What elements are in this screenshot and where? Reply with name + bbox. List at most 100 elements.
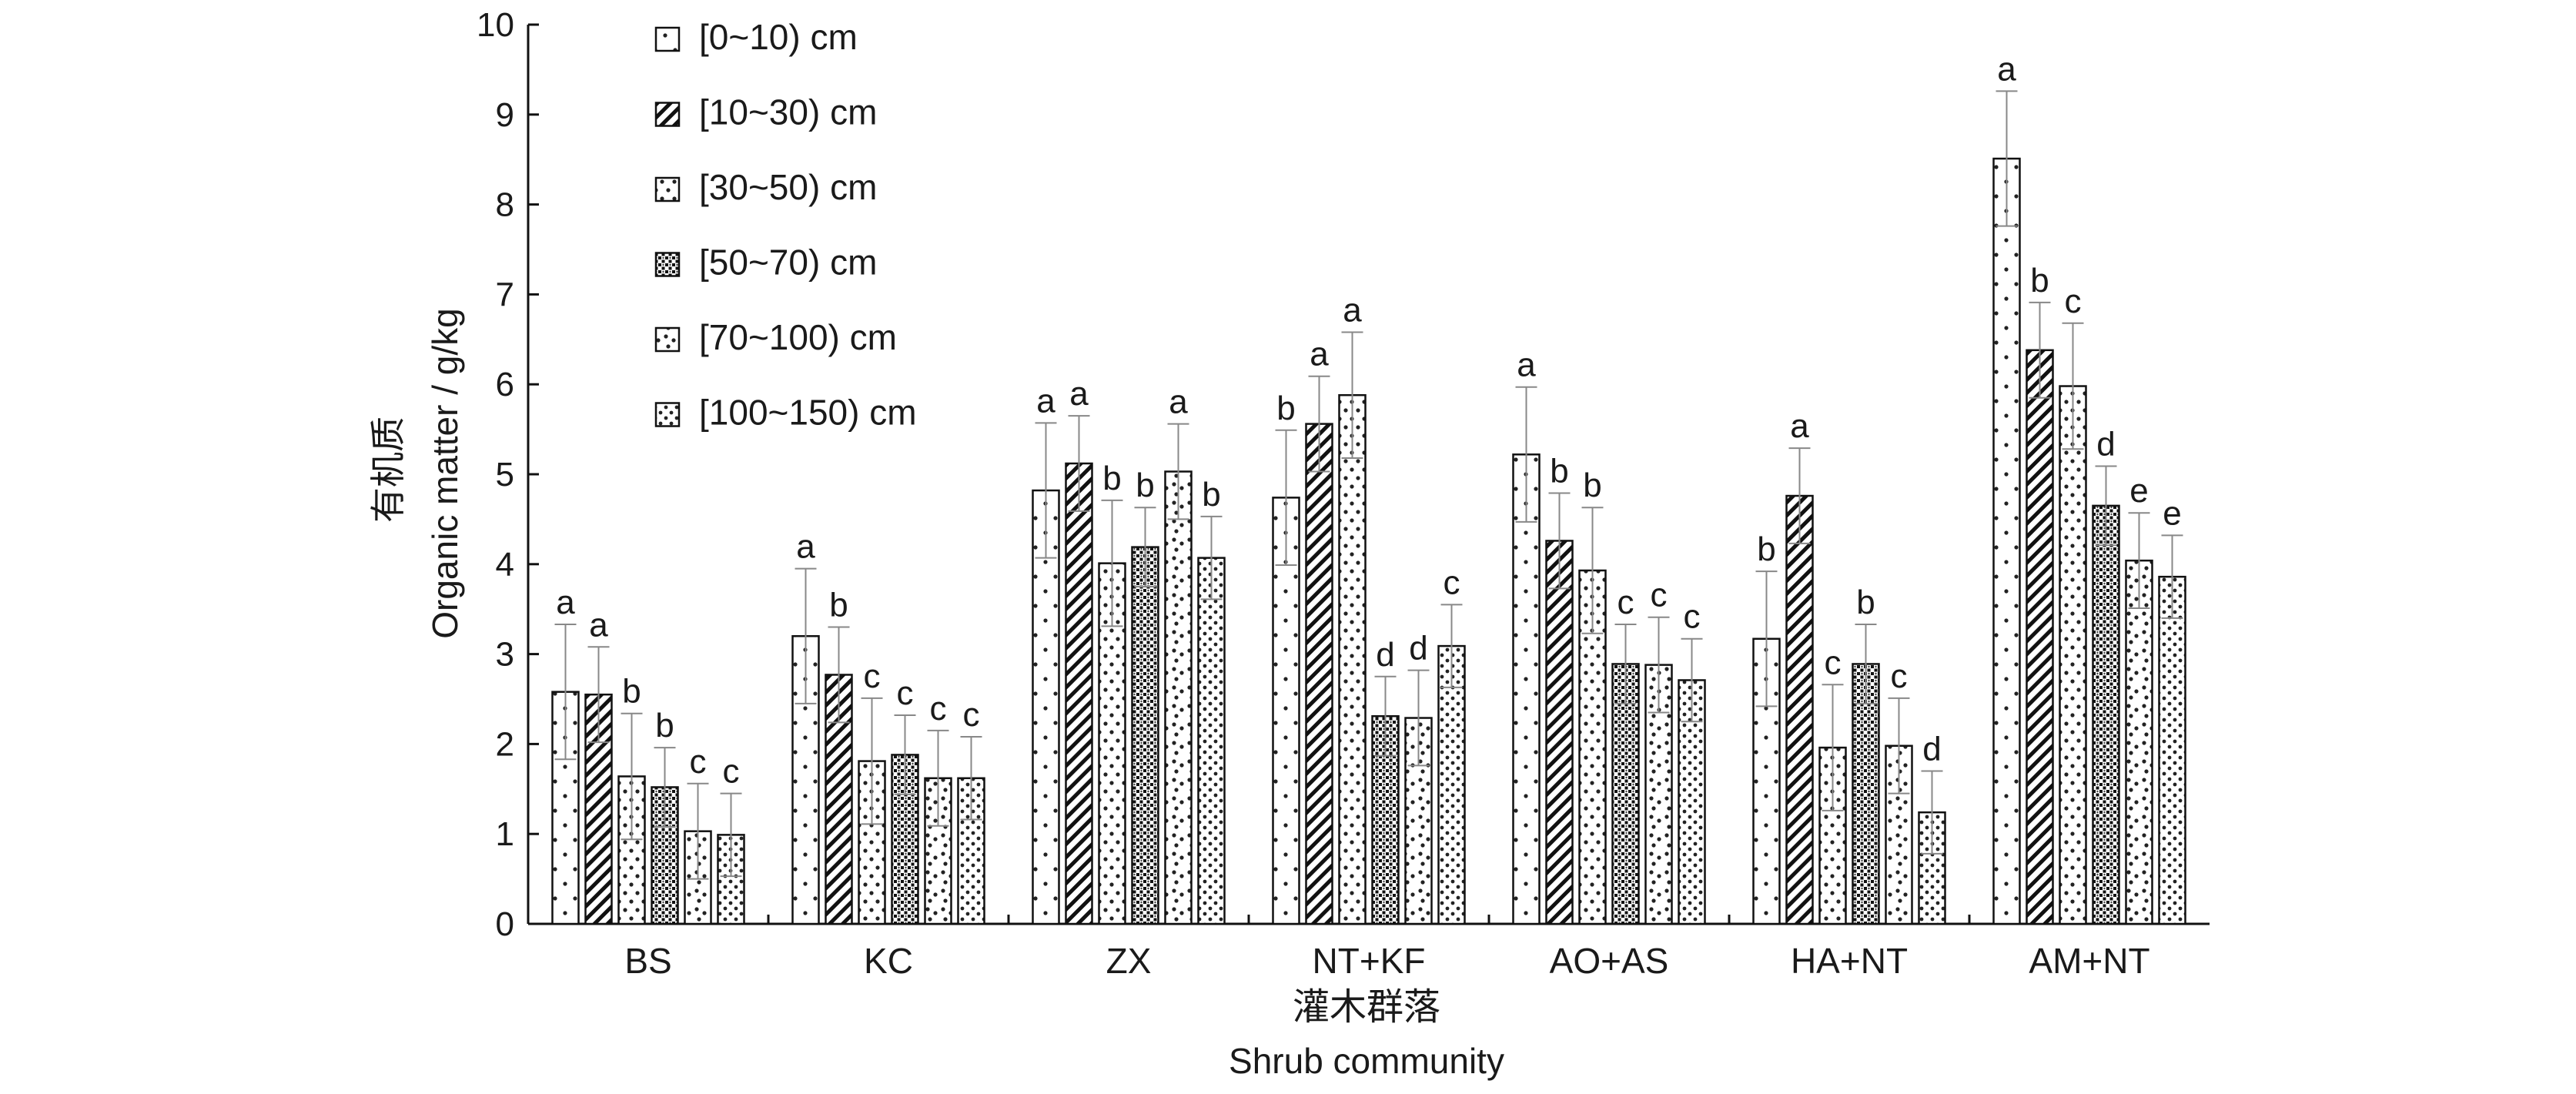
significance-letter: c bbox=[2065, 283, 2082, 320]
significance-letter: d bbox=[1922, 730, 1941, 768]
bar-ha-nt-series-3 bbox=[1852, 663, 1880, 925]
significance-letter: c bbox=[1444, 564, 1460, 601]
significance-letter: b bbox=[622, 673, 641, 711]
bar-nt-kf-series-2 bbox=[1338, 393, 1367, 925]
significance-letter: a bbox=[1069, 375, 1089, 413]
y-tick-label: 1 bbox=[496, 815, 514, 853]
significance-letter: a bbox=[796, 528, 815, 566]
y-axis-label-chinese: 有机质 bbox=[367, 417, 409, 523]
significance-letter: a bbox=[1036, 382, 1055, 420]
legend-label: [50~70) cm bbox=[699, 243, 877, 283]
significance-letter: b bbox=[1757, 530, 1775, 568]
bar-am-nt-series-0 bbox=[1992, 157, 2021, 925]
significance-letter: a bbox=[1169, 383, 1188, 421]
bar-am-nt-series-4 bbox=[2125, 559, 2153, 925]
y-tick-label: 0 bbox=[496, 905, 514, 943]
significance-letter: c bbox=[690, 743, 707, 781]
significance-letter: e bbox=[2163, 494, 2181, 532]
legend-swatch bbox=[654, 326, 681, 353]
y-tick-label: 3 bbox=[496, 636, 514, 674]
bar-nt-kf-series-1 bbox=[1305, 423, 1333, 925]
significance-letter: c bbox=[963, 696, 980, 734]
y-tick-label: 7 bbox=[496, 276, 514, 313]
bar-am-nt-series-1 bbox=[2026, 349, 2054, 925]
legend-swatch bbox=[654, 176, 681, 202]
y-tick-label: 6 bbox=[496, 366, 514, 403]
legend-label: [30~50) cm bbox=[699, 167, 877, 207]
bar-ha-nt-series-1 bbox=[1785, 494, 1814, 925]
axes: 0 1 2 3 4 5 6 7 8 9 10 BS KC ZX NT+KF AO+AS HA+NT AM+NT bbox=[477, 6, 2210, 981]
significance-letter: a bbox=[1790, 407, 1809, 445]
x-tick-label: BS bbox=[624, 941, 671, 981]
x-axis-label: Shrub community bbox=[1229, 1041, 1504, 1081]
significance-letter: b bbox=[1276, 390, 1295, 427]
x-tick-label: ZX bbox=[1106, 941, 1152, 981]
significance-letter: b bbox=[1583, 467, 1601, 504]
x-tick-label: HA+NT bbox=[1791, 941, 1908, 981]
legend: [0~10) cm [10~30) cm [30~50) cm [50~70) cm [… bbox=[654, 17, 917, 433]
significance-letter: b bbox=[655, 707, 674, 744]
significance-letter: a bbox=[1517, 346, 1536, 384]
significance-letter: b bbox=[1856, 584, 1875, 621]
x-axis-label-chinese: 灌木群落 bbox=[1293, 985, 1440, 1029]
significance-letter: a bbox=[1997, 50, 2016, 88]
significance-letter: a bbox=[556, 584, 575, 621]
bar-zx-series-4 bbox=[1164, 470, 1193, 925]
significance-letter: d bbox=[2096, 425, 2115, 463]
legend-label: [100~150) cm bbox=[699, 393, 917, 433]
bar-nt-kf-series-0 bbox=[1272, 497, 1300, 925]
significance-letter: c bbox=[930, 690, 947, 728]
significance-letter: b bbox=[1202, 476, 1220, 514]
x-tick-label: KC bbox=[864, 941, 913, 981]
y-tick-label: 9 bbox=[496, 96, 514, 134]
x-tick-label: AM+NT bbox=[2029, 941, 2149, 981]
significance-letter: d bbox=[1409, 630, 1427, 667]
y-axis-label: Organic matter / g/kg bbox=[425, 308, 465, 639]
legend-swatch bbox=[654, 402, 681, 427]
significance-letter: a bbox=[1310, 336, 1329, 373]
bar-ao-as-series-1 bbox=[1545, 540, 1574, 925]
y-tick-label: 8 bbox=[496, 186, 514, 224]
bar-ao-as-series-3 bbox=[1611, 663, 1640, 925]
bar-am-nt-series-5 bbox=[2158, 575, 2186, 925]
significance-letter: b bbox=[1136, 467, 1154, 504]
significance-letter: c bbox=[864, 657, 881, 695]
significance-letter: a bbox=[1343, 291, 1362, 329]
significance-letter: b bbox=[1550, 453, 1568, 490]
significance-letter: c bbox=[723, 753, 740, 791]
x-tick-label: NT+KF bbox=[1313, 941, 1426, 981]
y-tick-label: 2 bbox=[496, 725, 514, 763]
significance-letter: b bbox=[2030, 262, 2049, 299]
legend-label: [70~100) cm bbox=[699, 317, 897, 357]
significance-letter: c bbox=[897, 674, 914, 712]
significance-letter: e bbox=[2129, 472, 2148, 510]
legend-label: [0~10) cm bbox=[699, 17, 858, 57]
significance-letter: b bbox=[829, 587, 848, 624]
y-tick-label: 4 bbox=[496, 546, 514, 584]
legend-label: [10~30) cm bbox=[699, 92, 877, 132]
significance-letter: a bbox=[589, 606, 608, 644]
significance-letter: c bbox=[1618, 584, 1634, 621]
significance-letter: c bbox=[1891, 657, 1908, 695]
bar-zx-series-0 bbox=[1032, 489, 1060, 925]
significance-letter: c bbox=[1684, 598, 1701, 636]
significance-letter: c bbox=[1825, 644, 1842, 681]
x-tick-label: AO+AS bbox=[1550, 941, 1669, 981]
y-tick-label: 5 bbox=[496, 456, 514, 493]
bar-zx-series-5 bbox=[1197, 557, 1226, 925]
legend-swatch bbox=[654, 26, 681, 52]
significance-letter: b bbox=[1102, 460, 1121, 497]
bar-nt-kf-series-5 bbox=[1437, 644, 1466, 925]
y-tick-label: 10 bbox=[477, 6, 514, 44]
legend-swatch bbox=[654, 252, 681, 277]
significance-letter: c bbox=[1651, 577, 1668, 614]
bar-ao-as-series-0 bbox=[1512, 453, 1541, 925]
legend-swatch bbox=[654, 102, 681, 127]
bar-zx-series-3 bbox=[1131, 546, 1159, 925]
significance-letter: d bbox=[1376, 636, 1394, 674]
bar-zx-series-1 bbox=[1065, 462, 1093, 925]
bar-am-nt-series-2 bbox=[2059, 385, 2087, 925]
